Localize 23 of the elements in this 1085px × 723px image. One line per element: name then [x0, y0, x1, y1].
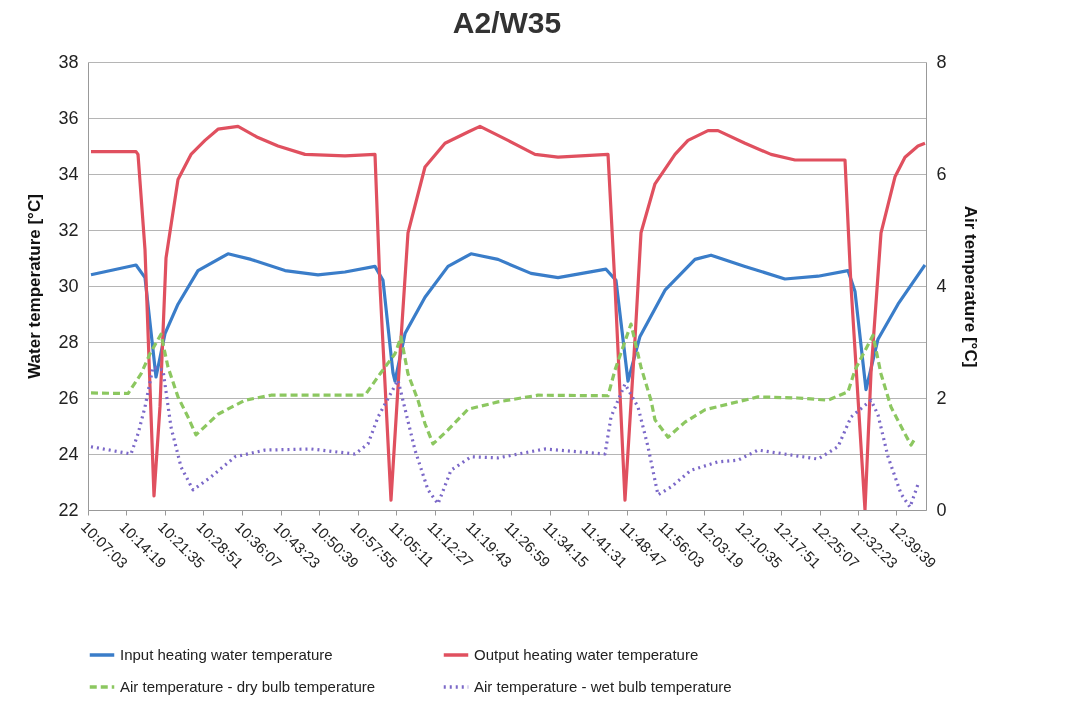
y-tick-label: 22	[58, 499, 79, 520]
y2-tick-label: 8	[936, 51, 947, 72]
legend-label: Input heating water temperature	[120, 646, 333, 663]
y-tick-label: 32	[58, 219, 79, 240]
line-series	[89, 365, 920, 509]
y2-tick-label: 4	[936, 275, 947, 296]
y-tick-label: 26	[58, 387, 79, 408]
line-series	[89, 322, 918, 447]
y-axis-title: Water temperature [°C]	[25, 194, 45, 379]
chart-title: A2/W35	[452, 6, 562, 39]
legend-label: Output heating water temperature	[474, 646, 699, 663]
y-tick-label: 38	[58, 51, 79, 72]
y2-tick-label: 0	[936, 499, 947, 520]
y2-tick-label: 2	[936, 387, 947, 408]
y-tick-label: 30	[58, 275, 79, 296]
y2-tick-label: 6	[936, 163, 947, 184]
y-tick-label: 34	[58, 163, 79, 184]
legend-label: Air temperature - dry bulb temperature	[120, 678, 376, 695]
y-tick-label: 36	[58, 107, 79, 128]
y-tick-label: 28	[58, 331, 79, 352]
y-tick-label: 24	[58, 443, 79, 464]
y2-axis-title: Air temperature [°C]	[960, 205, 980, 368]
legend-label: Air temperature - wet bulb temperature	[474, 678, 732, 695]
